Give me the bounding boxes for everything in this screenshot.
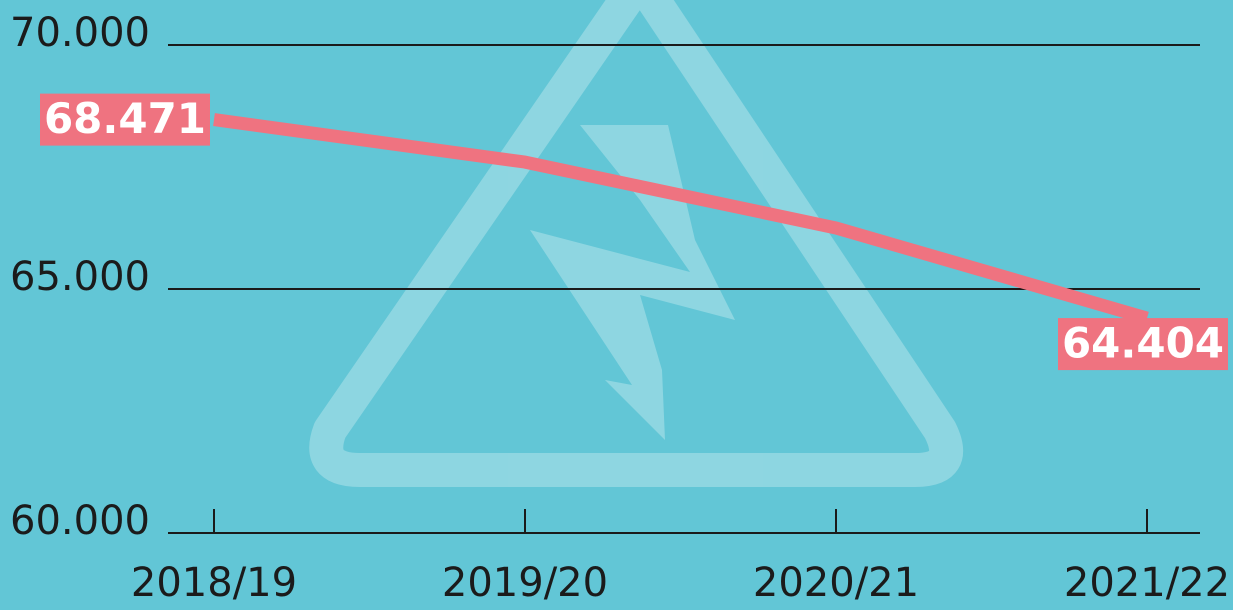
y-tick-label: 60.000 (10, 498, 150, 544)
y-tick-label: 70.000 (10, 10, 150, 56)
value-label-box (1058, 318, 1228, 371)
lightning-bolt (530, 125, 735, 440)
line (213, 113, 1149, 325)
value-label-box (40, 93, 210, 146)
value-label-text: 64.404 (1062, 319, 1224, 368)
x-tick-label: 2019/20 (442, 560, 608, 606)
warning-triangle (309, 0, 964, 487)
x-tick-label: 2018/19 (131, 560, 297, 606)
x-tick-label: 2021/22 (1064, 560, 1230, 606)
warning-sign-backdrop (309, 0, 964, 487)
x-tick-label: 2020/21 (753, 560, 919, 606)
y-tick-label: 65.000 (10, 254, 150, 300)
value-label: 68.471 (40, 93, 210, 146)
value-label-text: 68.471 (44, 94, 206, 143)
value-label: 64.404 (1058, 318, 1228, 371)
